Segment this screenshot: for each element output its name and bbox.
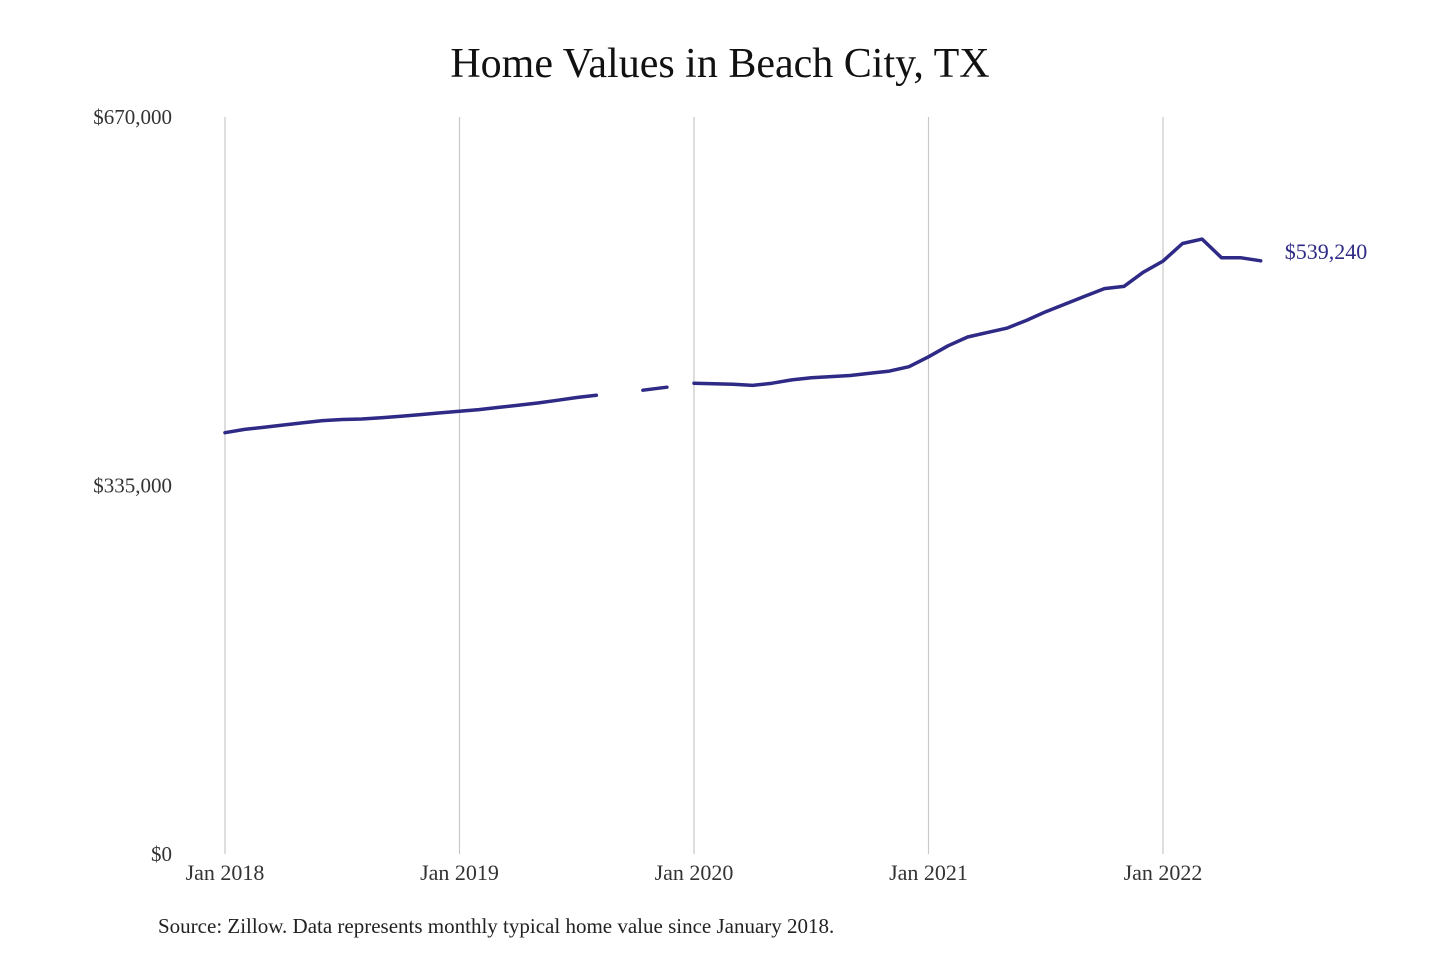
x-tick-label: Jan 2021 bbox=[889, 860, 968, 885]
x-tick-label: Jan 2022 bbox=[1124, 860, 1203, 885]
end-value-label: $539,240 bbox=[1285, 239, 1368, 264]
series-line-segment bbox=[692, 237, 1263, 388]
y-tick-label: $335,000 bbox=[93, 474, 172, 498]
series-line-segment bbox=[641, 385, 669, 392]
y-tick-label: $0 bbox=[151, 842, 172, 866]
x-tick-label: Jan 2018 bbox=[186, 860, 265, 885]
source-note: Source: Zillow. Data represents monthly … bbox=[158, 914, 835, 938]
chart-title: Home Values in Beach City, TX bbox=[450, 41, 990, 87]
x-tick-label: Jan 2020 bbox=[655, 860, 734, 885]
gridlines bbox=[224, 117, 1164, 854]
end-value-label-group: $539,240 bbox=[1285, 239, 1368, 264]
series-line-segment bbox=[223, 393, 599, 435]
x-axis-ticks: Jan 2018 Jan 2019 Jan 2020 Jan 2021 Jan 2022 bbox=[186, 860, 1203, 885]
y-tick-label: $670,000 bbox=[93, 105, 172, 129]
series-line bbox=[223, 237, 1263, 435]
x-tick-label: Jan 2019 bbox=[420, 860, 499, 885]
y-axis-ticks: $0 $335,000 $670,000 bbox=[93, 105, 172, 866]
